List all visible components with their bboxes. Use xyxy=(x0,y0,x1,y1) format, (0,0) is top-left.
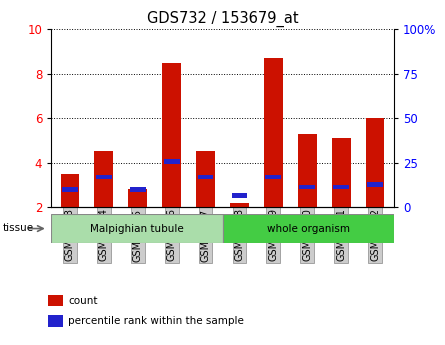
Bar xyxy=(266,175,281,179)
Bar xyxy=(128,189,147,207)
Bar xyxy=(48,315,63,327)
Text: count: count xyxy=(69,296,98,306)
Bar xyxy=(299,185,315,189)
Text: whole organism: whole organism xyxy=(267,224,350,234)
Bar xyxy=(298,134,317,207)
Bar xyxy=(196,151,215,207)
Text: Malpighian tubule: Malpighian tubule xyxy=(90,224,184,234)
Bar xyxy=(230,203,249,207)
Bar xyxy=(198,175,214,179)
Bar xyxy=(264,58,283,207)
Bar xyxy=(366,118,384,207)
Bar xyxy=(162,63,181,207)
Bar xyxy=(231,194,247,198)
Bar xyxy=(332,138,351,207)
Bar xyxy=(333,185,349,189)
Text: tissue: tissue xyxy=(2,224,33,233)
Bar xyxy=(61,174,79,207)
Text: percentile rank within the sample: percentile rank within the sample xyxy=(69,316,244,326)
Bar xyxy=(96,175,112,179)
FancyBboxPatch shape xyxy=(222,214,394,243)
Bar xyxy=(130,187,146,192)
Bar xyxy=(367,183,383,187)
Bar xyxy=(164,159,179,164)
Title: GDS732 / 153679_at: GDS732 / 153679_at xyxy=(147,10,298,27)
FancyBboxPatch shape xyxy=(51,214,223,243)
Bar xyxy=(94,151,113,207)
Bar xyxy=(62,187,78,192)
Bar xyxy=(48,295,63,306)
